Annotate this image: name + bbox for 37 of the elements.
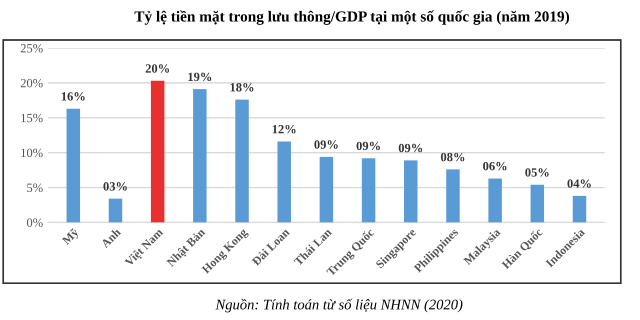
chart-title: Tỷ lệ tiền mặt trong lưu thông/GDP tại một số quốc gia (năm 2019): [134, 10, 570, 25]
data-label: 18%: [230, 83, 254, 92]
data-label: 06%: [483, 162, 506, 170]
data-label: 09%: [314, 140, 338, 149]
bar: [404, 160, 418, 222]
bar: [362, 158, 376, 222]
bar: [277, 141, 291, 222]
bar: [572, 196, 586, 222]
bar: [150, 80, 164, 222]
data-label: 03%: [103, 182, 127, 191]
y-tick-label: 10%: [21, 148, 43, 158]
y-tick-label: 5%: [27, 184, 43, 192]
data-label: 16%: [62, 92, 85, 101]
data-label: 09%: [398, 144, 422, 152]
data-label: 08%: [440, 152, 464, 162]
data-label: 19%: [188, 72, 212, 82]
y-tick-label: 15%: [21, 114, 43, 122]
bar: [488, 178, 502, 222]
data-label: 05%: [525, 168, 549, 177]
data-label: 09%: [356, 142, 380, 150]
text: Nguồn: Tính toán từ số liệu NHNN (2020): [215, 298, 462, 312]
y-tick-label: 20%: [20, 78, 43, 88]
data-label: 12%: [272, 124, 296, 134]
x-tick-label: Anh: [100, 227, 122, 248]
bar: [193, 89, 207, 222]
bar: [446, 169, 460, 222]
bar: [235, 100, 249, 222]
y-tick-label: 25%: [20, 44, 43, 52]
y-tick-label: 0%: [26, 218, 43, 227]
bar: [320, 156, 334, 222]
data-label: 04%: [567, 179, 591, 188]
data-label: 20%: [146, 64, 169, 73]
bar: [66, 108, 80, 222]
x-tick-label: Việt Nam: [124, 227, 165, 268]
bar: [530, 184, 544, 222]
bar: [108, 198, 122, 222]
x-tick-label: Mỹ: [61, 227, 81, 247]
